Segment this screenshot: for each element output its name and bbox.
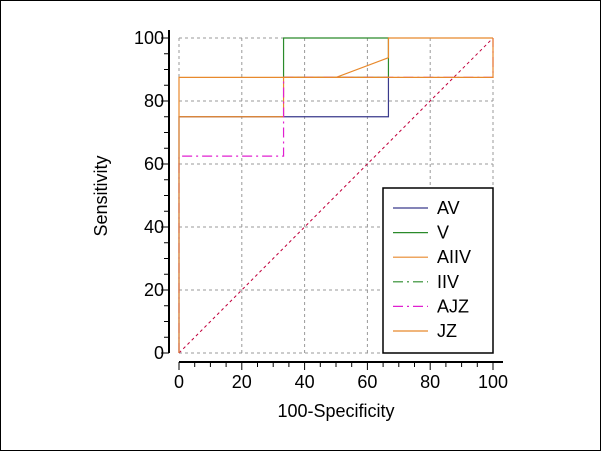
diagonal-reference-line xyxy=(178,37,494,354)
y-axis-title: Sensitivity xyxy=(91,155,111,236)
series-layer xyxy=(178,37,494,353)
y-tick-label-1: 20 xyxy=(144,280,164,300)
legend: AV V AIIV IIV AJZ JZ xyxy=(382,187,494,354)
y-tick-label-3: 60 xyxy=(144,154,164,174)
diagonal-layer xyxy=(178,37,494,354)
series-line-av xyxy=(178,77,390,353)
legend-label-ajz: AJZ xyxy=(437,296,469,316)
series-line-v xyxy=(282,37,390,78)
x-axis-title: 100-Specificity xyxy=(277,401,394,421)
x-tick-label-1: 20 xyxy=(232,372,252,392)
legend-label-v: V xyxy=(437,223,449,243)
legend-label-iiv: IIV xyxy=(437,272,459,292)
y-tick-label-5: 100 xyxy=(134,28,164,48)
series-line-jz xyxy=(178,38,494,353)
x-tick-label-2: 40 xyxy=(295,372,315,392)
legend-label-aiiv: AIIV xyxy=(437,247,471,267)
y-tick-label-2: 40 xyxy=(144,217,164,237)
legend-label-jz: JZ xyxy=(437,321,457,341)
axes: 0 20 40 60 80 100 0 20 40 60 80 100 xyxy=(134,28,508,392)
x-tick-label-0: 0 xyxy=(174,372,184,392)
legend-label-av: AV xyxy=(437,198,460,218)
x-tick-label-5: 100 xyxy=(478,372,508,392)
x-tick-label-3: 60 xyxy=(357,372,377,392)
x-tick-label-4: 80 xyxy=(420,372,440,392)
y-tick-label-4: 80 xyxy=(144,91,164,111)
y-tick-label-0: 0 xyxy=(154,343,164,363)
legend-box xyxy=(382,187,494,354)
